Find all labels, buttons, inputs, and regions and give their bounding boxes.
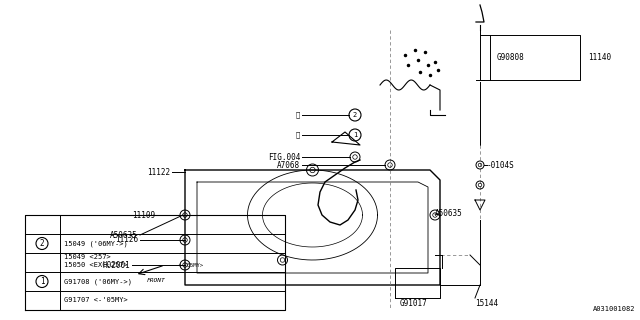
Text: 11126: 11126 <box>115 236 138 244</box>
Text: A7068: A7068 <box>277 161 300 170</box>
Text: G91707 <-'05MY>: G91707 <-'05MY> <box>64 298 128 303</box>
Text: 15144: 15144 <box>475 299 498 308</box>
Text: H02001: H02001 <box>102 260 130 269</box>
Text: ①: ① <box>296 132 300 138</box>
Text: <-'05MY>: <-'05MY> <box>178 263 204 268</box>
Text: A031001082: A031001082 <box>593 306 635 312</box>
Text: 15049 ('06MY->): 15049 ('06MY->) <box>64 240 128 247</box>
Text: 2: 2 <box>353 112 357 118</box>
Text: 15050 <EXC.257>: 15050 <EXC.257> <box>64 262 128 268</box>
Text: 11122: 11122 <box>147 167 170 177</box>
Text: 11140: 11140 <box>588 53 611 62</box>
Text: 1: 1 <box>40 277 44 286</box>
Text: G90808: G90808 <box>497 53 525 62</box>
Text: -0104S: -0104S <box>487 161 515 170</box>
Text: FRONT: FRONT <box>147 277 166 283</box>
Text: ②: ② <box>296 112 300 118</box>
Text: G91708 ('06MY->): G91708 ('06MY->) <box>64 278 132 285</box>
Text: 2: 2 <box>40 239 44 248</box>
Text: A50635: A50635 <box>110 230 138 239</box>
Text: G91017: G91017 <box>400 299 428 308</box>
Text: 1: 1 <box>353 132 357 138</box>
Text: A50635: A50635 <box>435 210 463 219</box>
Text: 11109: 11109 <box>132 211 155 220</box>
Text: 15049 <257>: 15049 <257> <box>64 254 111 260</box>
Text: FIG.004: FIG.004 <box>268 153 300 162</box>
